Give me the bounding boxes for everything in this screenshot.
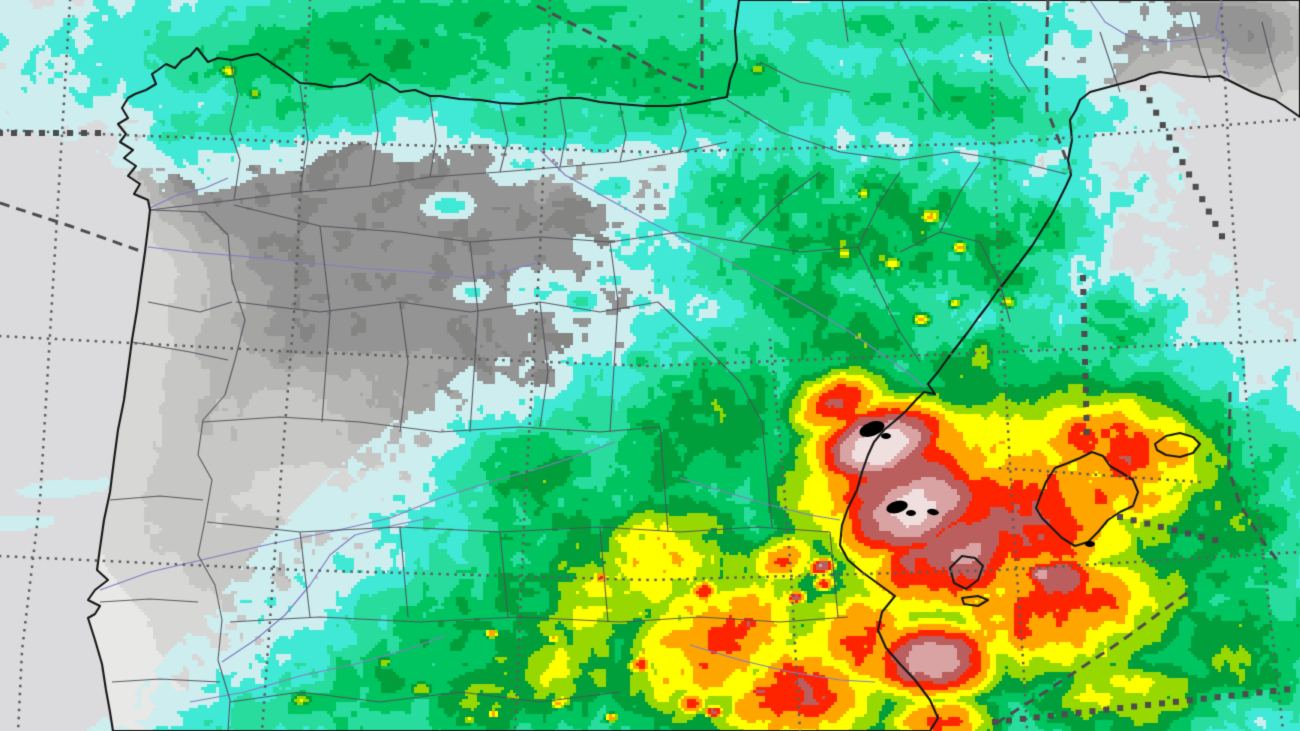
precipitation-map-canvas (0, 0, 1300, 731)
weather-map (0, 0, 1300, 731)
